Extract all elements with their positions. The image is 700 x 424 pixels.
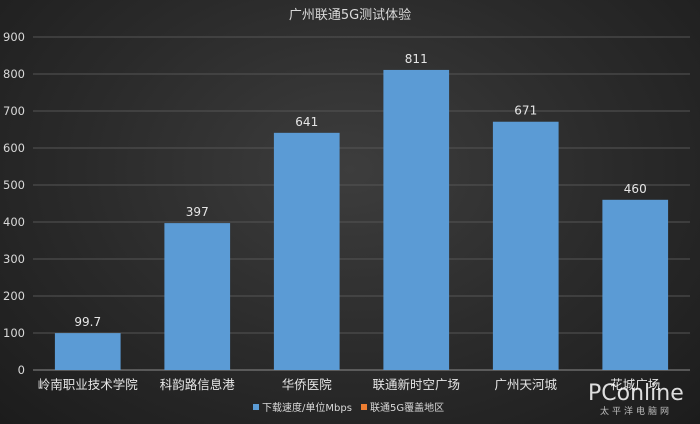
category-label: 联通新时空广场 bbox=[372, 377, 460, 392]
watermark: PConline 太平洋电脑网 bbox=[588, 381, 684, 417]
data-label: 460 bbox=[624, 182, 647, 196]
bar bbox=[164, 223, 231, 370]
y-tick-label: 0 bbox=[18, 363, 25, 377]
y-tick-label: 500 bbox=[3, 178, 25, 192]
data-label: 671 bbox=[514, 104, 537, 118]
legend-swatch bbox=[253, 404, 259, 410]
y-tick-label: 700 bbox=[3, 104, 25, 118]
bar bbox=[54, 333, 121, 370]
y-tick-label: 100 bbox=[3, 326, 25, 340]
data-label: 641 bbox=[295, 115, 318, 129]
watermark-logo: PConline bbox=[588, 381, 684, 406]
bar bbox=[383, 69, 450, 371]
y-tick-label: 400 bbox=[3, 215, 25, 229]
y-tick-label: 300 bbox=[3, 252, 25, 266]
y-tick-label: 800 bbox=[3, 67, 25, 81]
legend-label: 联通5G覆盖地区 bbox=[370, 401, 444, 414]
category-label: 科韵路信息港 bbox=[160, 377, 236, 392]
bars: 99.7 397 641 811 671 460 bbox=[54, 52, 669, 371]
gridlines bbox=[33, 36, 690, 371]
legend-label: 下载速度/单位Mbps bbox=[262, 401, 352, 414]
data-label: 811 bbox=[405, 52, 428, 66]
y-axis: 0 100 200 300 400 500 600 700 800 900 bbox=[3, 30, 25, 377]
category-label: 广州天河城 bbox=[494, 377, 557, 392]
y-tick-label: 200 bbox=[3, 289, 25, 303]
category-label: 华侨医院 bbox=[282, 377, 333, 392]
category-label: 岭南职业技术学院 bbox=[38, 377, 139, 392]
x-axis: 岭南职业技术学院 科韵路信息港 华侨医院 联通新时空广场 广州天河城 花城广场 bbox=[38, 377, 661, 392]
legend: 下载速度/单位Mbps 联通5G覆盖地区 bbox=[253, 401, 444, 414]
bar bbox=[492, 121, 559, 370]
legend-swatch bbox=[361, 404, 367, 410]
data-label: 99.7 bbox=[74, 315, 101, 329]
bar bbox=[273, 132, 340, 370]
data-label: 397 bbox=[186, 205, 209, 219]
y-tick-label: 900 bbox=[3, 30, 25, 44]
chart-title: 广州联通5G测试体验 bbox=[289, 7, 411, 23]
category-label: 花城广场 bbox=[610, 377, 660, 392]
y-tick-label: 600 bbox=[3, 141, 25, 155]
bar bbox=[602, 199, 669, 370]
watermark-sub: 太平洋电脑网 bbox=[600, 405, 672, 417]
